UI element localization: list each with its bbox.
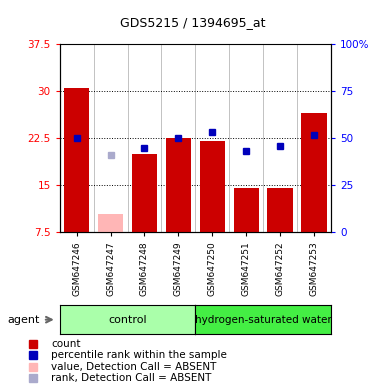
Text: GSM647248: GSM647248 <box>140 242 149 296</box>
Text: GSM647250: GSM647250 <box>208 242 217 296</box>
Bar <box>268 189 293 232</box>
Bar <box>98 214 123 232</box>
Text: hydrogen-saturated water: hydrogen-saturated water <box>195 314 331 325</box>
Bar <box>132 154 157 232</box>
Bar <box>166 138 191 232</box>
Text: rank, Detection Call = ABSENT: rank, Detection Call = ABSENT <box>51 373 211 383</box>
Bar <box>64 88 89 232</box>
Text: GDS5215 / 1394695_at: GDS5215 / 1394695_at <box>120 16 265 29</box>
Text: agent: agent <box>8 314 40 325</box>
Text: percentile rank within the sample: percentile rank within the sample <box>51 350 227 360</box>
Bar <box>234 189 259 232</box>
Text: GSM647252: GSM647252 <box>276 242 285 296</box>
Text: GSM647247: GSM647247 <box>106 242 115 296</box>
Bar <box>301 113 327 232</box>
Text: control: control <box>108 314 147 325</box>
Text: GSM647249: GSM647249 <box>174 242 183 296</box>
Text: GSM647251: GSM647251 <box>242 242 251 296</box>
Bar <box>200 141 225 232</box>
Text: GSM647246: GSM647246 <box>72 242 81 296</box>
Text: count: count <box>51 339 80 349</box>
Text: GSM647253: GSM647253 <box>310 242 319 296</box>
Text: value, Detection Call = ABSENT: value, Detection Call = ABSENT <box>51 362 216 372</box>
